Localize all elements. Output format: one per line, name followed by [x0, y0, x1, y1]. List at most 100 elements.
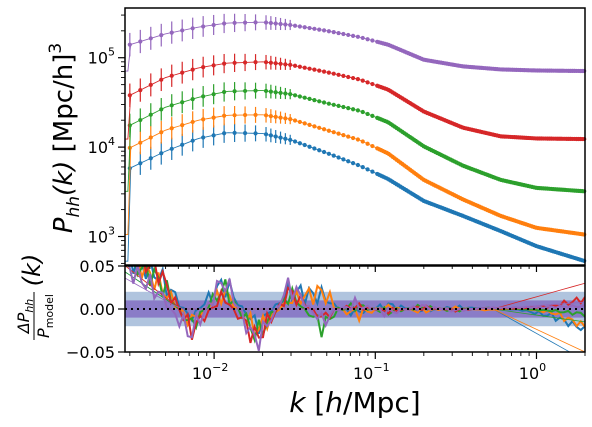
data-point: [278, 21, 283, 27]
data-point: [360, 78, 365, 83]
data-point: [263, 132, 269, 137]
data-point: [341, 73, 346, 78]
data-point: [288, 137, 293, 142]
data-point: [169, 73, 174, 78]
data-point: [273, 134, 278, 139]
data-point: [336, 155, 341, 160]
data-point: [169, 126, 174, 131]
data-point: [211, 63, 216, 68]
data-point: [263, 60, 269, 65]
tick-mantissa: 10: [353, 364, 373, 383]
data-point: [292, 139, 298, 144]
data-point: [190, 26, 195, 31]
data-point: [312, 98, 317, 103]
data-point: [138, 140, 143, 145]
data-point: [370, 143, 375, 149]
data-point: [317, 68, 322, 73]
data-point: [159, 77, 164, 82]
data-point: [321, 149, 327, 155]
data-point: [317, 99, 322, 104]
data-point: [148, 135, 153, 140]
data-point: [370, 81, 375, 87]
data-point: [350, 75, 356, 81]
data-point: [288, 22, 293, 28]
tick-exponent: −1: [373, 361, 389, 374]
data-point: [268, 133, 273, 138]
data-point: [312, 26, 317, 31]
data-point: [180, 28, 185, 33]
data-point: [370, 113, 375, 118]
tick-mantissa: 10: [519, 364, 539, 383]
data-point: [355, 162, 361, 168]
data-point: [268, 60, 273, 65]
y-tick-label: 103: [88, 225, 115, 247]
ylabel-units: [Mpc/h]: [49, 54, 79, 161]
data-point: [307, 144, 312, 149]
tick-exponent: 0: [539, 361, 546, 374]
data-point: [331, 153, 336, 158]
data-point: [326, 101, 331, 106]
data-point: [302, 95, 307, 100]
ratio-num-sub: hh: [23, 299, 36, 313]
model-line: [125, 114, 586, 236]
data-point: [365, 167, 370, 172]
data-point: [288, 117, 293, 122]
data-point: [326, 29, 331, 34]
spectrum-series-1: [125, 123, 587, 264]
ratio-arg: (k): [18, 254, 46, 287]
data-point: [365, 141, 370, 146]
data-point: [365, 80, 370, 85]
data-point: [321, 127, 327, 132]
data-point: [222, 61, 227, 66]
data-point: [307, 122, 312, 127]
data-point: [355, 108, 361, 113]
data-point: [336, 103, 341, 109]
measurement-points: [127, 123, 587, 264]
data-point: [201, 24, 206, 29]
data-point: [190, 97, 195, 102]
data-point: [148, 156, 153, 161]
data-point: [169, 103, 174, 108]
data-point: [278, 135, 283, 140]
data-point: [232, 60, 237, 65]
ratio-den-sub: model: [43, 294, 56, 328]
data-point: [253, 59, 258, 65]
data-point: [159, 151, 164, 156]
data-point: [169, 30, 174, 35]
data-point: [336, 30, 341, 36]
ylabel-main: P: [49, 217, 79, 233]
data-point: [370, 169, 375, 174]
data-point: [211, 133, 216, 138]
data-point: [201, 117, 206, 122]
tick-mantissa: 10: [88, 49, 108, 68]
ratio-numerator: ΔPhh: [14, 299, 36, 336]
data-point: [288, 62, 293, 67]
data-point: [360, 139, 365, 144]
data-point: [242, 20, 248, 25]
data-point: [159, 107, 164, 112]
data-point: [346, 106, 351, 111]
data-point: [201, 64, 206, 70]
data-point: [283, 136, 288, 141]
data-point: [222, 131, 227, 136]
data-point: [331, 30, 336, 35]
spectrum-series-4: [125, 53, 587, 142]
data-point: [268, 113, 273, 119]
spectrum-series-5: [125, 13, 587, 74]
ratio-den-main: P: [34, 328, 53, 338]
data-point: [346, 159, 351, 164]
data-point: [331, 102, 336, 107]
data-point: [283, 91, 288, 96]
xlabel-h: h: [325, 386, 343, 419]
data-point: [268, 89, 273, 94]
data-point: [341, 31, 346, 37]
y-tick-label: 104: [88, 135, 115, 157]
data-point: [232, 130, 237, 135]
data-point: [360, 109, 365, 115]
data-point: [253, 88, 258, 93]
data-point: [341, 133, 346, 138]
data-point: [283, 116, 288, 121]
data-point: [180, 70, 185, 75]
data-point: [263, 88, 269, 94]
